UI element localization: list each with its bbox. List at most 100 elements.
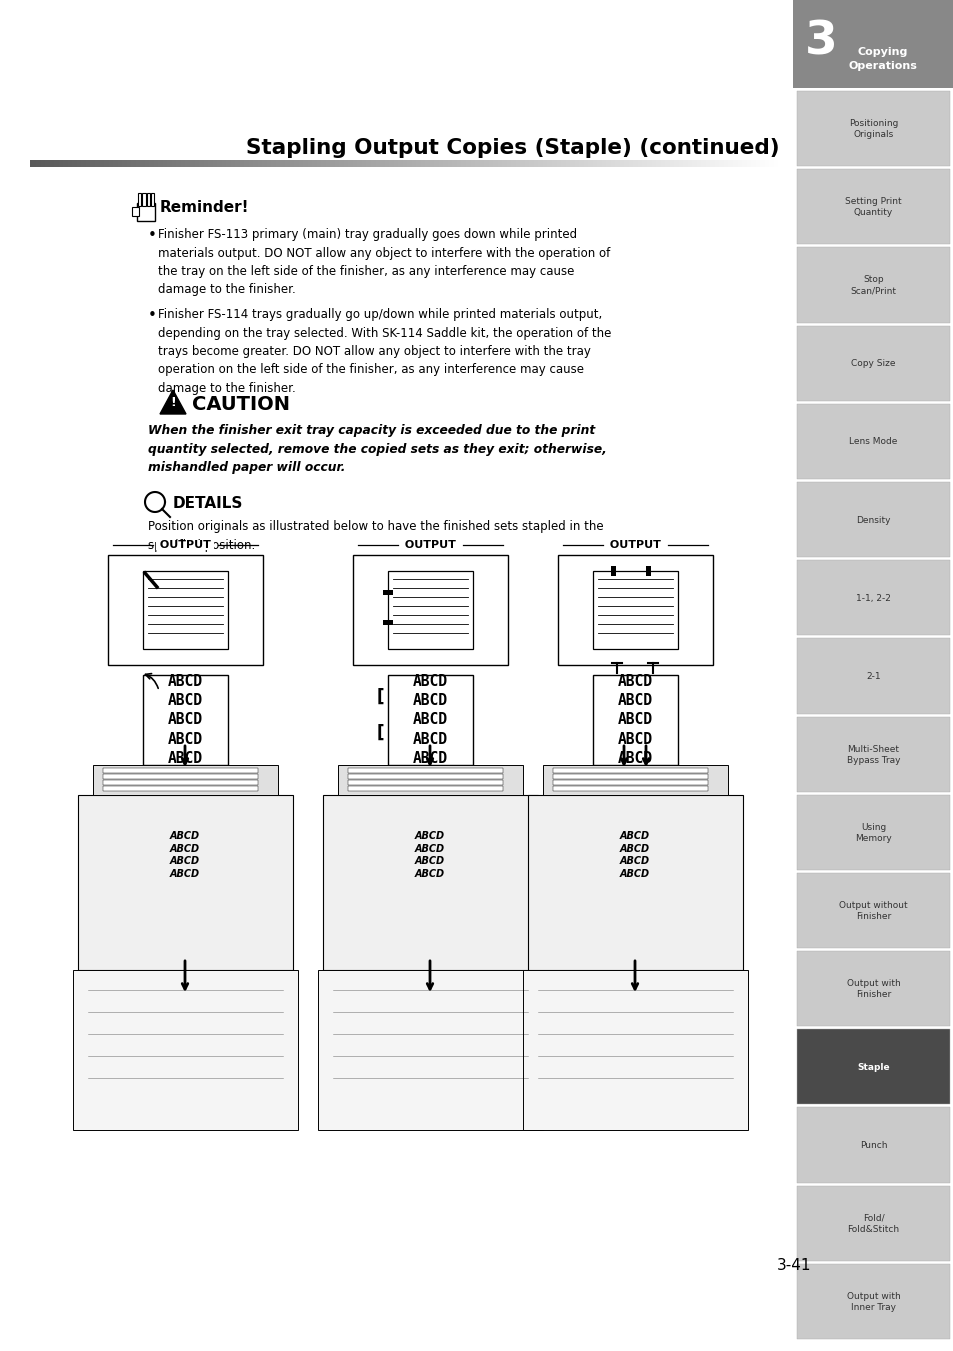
Text: Operations: Operations — [847, 61, 917, 72]
Bar — [718, 159, 719, 168]
Bar — [418, 159, 419, 168]
Bar — [448, 159, 449, 168]
Bar — [538, 159, 539, 168]
Bar — [453, 159, 454, 168]
Bar — [727, 159, 728, 168]
Bar — [313, 159, 314, 168]
Bar — [517, 159, 518, 168]
Text: Finisher FS-113 primary (main) tray gradually goes down while printed
materials : Finisher FS-113 primary (main) tray grad… — [158, 228, 610, 296]
Bar — [126, 159, 127, 168]
Bar — [413, 159, 414, 168]
Bar — [246, 159, 247, 168]
Bar — [261, 159, 262, 168]
Bar — [645, 566, 650, 576]
Bar — [352, 159, 353, 168]
Bar — [98, 159, 99, 168]
Bar — [491, 159, 492, 168]
Bar — [77, 159, 78, 168]
Bar — [242, 159, 243, 168]
Bar — [90, 159, 91, 168]
Bar — [175, 159, 177, 168]
Bar — [107, 159, 108, 168]
Bar — [575, 159, 576, 168]
Bar — [296, 159, 297, 168]
Bar — [792, 0, 953, 88]
Bar — [746, 159, 747, 168]
Bar — [436, 159, 437, 168]
Bar — [702, 159, 703, 168]
Bar — [196, 159, 198, 168]
Text: •: • — [148, 308, 156, 323]
Bar — [101, 159, 102, 168]
Bar — [320, 159, 322, 168]
Bar — [129, 159, 130, 168]
Bar — [353, 555, 507, 665]
Bar — [729, 159, 730, 168]
Bar — [339, 159, 340, 168]
Bar — [364, 159, 365, 168]
Bar — [725, 159, 726, 168]
Bar — [473, 159, 474, 168]
Text: ABCD
ABCD
ABCD
ABCD
ABCD: ABCD ABCD ABCD ABCD ABCD — [168, 674, 202, 766]
Bar — [431, 159, 432, 168]
Bar — [37, 159, 38, 168]
Text: Output with
Inner Tray: Output with Inner Tray — [845, 1292, 900, 1312]
Bar — [735, 159, 737, 168]
Bar — [758, 159, 759, 168]
Bar — [243, 159, 244, 168]
Bar — [456, 159, 457, 168]
Bar — [574, 159, 575, 168]
Bar — [523, 159, 524, 168]
Bar — [361, 159, 363, 168]
Bar — [712, 159, 713, 168]
Bar — [216, 159, 218, 168]
Bar — [726, 159, 727, 168]
Bar — [773, 159, 774, 168]
Bar — [494, 159, 495, 168]
Bar — [551, 159, 552, 168]
Bar — [368, 159, 369, 168]
Bar — [760, 159, 761, 168]
Bar — [554, 159, 555, 168]
Bar — [408, 159, 409, 168]
Bar — [66, 159, 67, 168]
Bar — [602, 159, 603, 168]
Bar — [446, 159, 447, 168]
Bar — [80, 159, 81, 168]
Bar — [228, 159, 229, 168]
Bar — [330, 159, 331, 168]
Bar — [592, 159, 593, 168]
Bar — [351, 159, 352, 168]
Bar — [796, 951, 949, 1027]
Bar — [542, 765, 727, 794]
Bar — [346, 159, 347, 168]
Bar — [53, 159, 54, 168]
Bar — [36, 159, 37, 168]
Bar — [348, 774, 502, 780]
Bar — [656, 159, 657, 168]
Bar — [105, 159, 106, 168]
Text: Copy Size: Copy Size — [850, 359, 895, 369]
Bar — [779, 159, 780, 168]
Bar — [396, 159, 397, 168]
Bar — [454, 159, 455, 168]
Bar — [796, 91, 949, 166]
Bar — [484, 159, 485, 168]
Bar — [731, 159, 732, 168]
Bar — [796, 1029, 949, 1104]
Bar — [595, 159, 596, 168]
Bar — [531, 159, 532, 168]
Bar — [113, 159, 115, 168]
Bar — [57, 159, 58, 168]
Bar — [663, 159, 664, 168]
Bar — [561, 159, 562, 168]
Bar — [767, 159, 768, 168]
Bar — [204, 159, 205, 168]
Bar — [273, 159, 274, 168]
Bar — [374, 159, 375, 168]
Bar — [489, 159, 490, 168]
Bar — [395, 159, 396, 168]
Bar — [709, 159, 710, 168]
Text: [: [ — [375, 688, 383, 707]
Bar — [212, 159, 213, 168]
